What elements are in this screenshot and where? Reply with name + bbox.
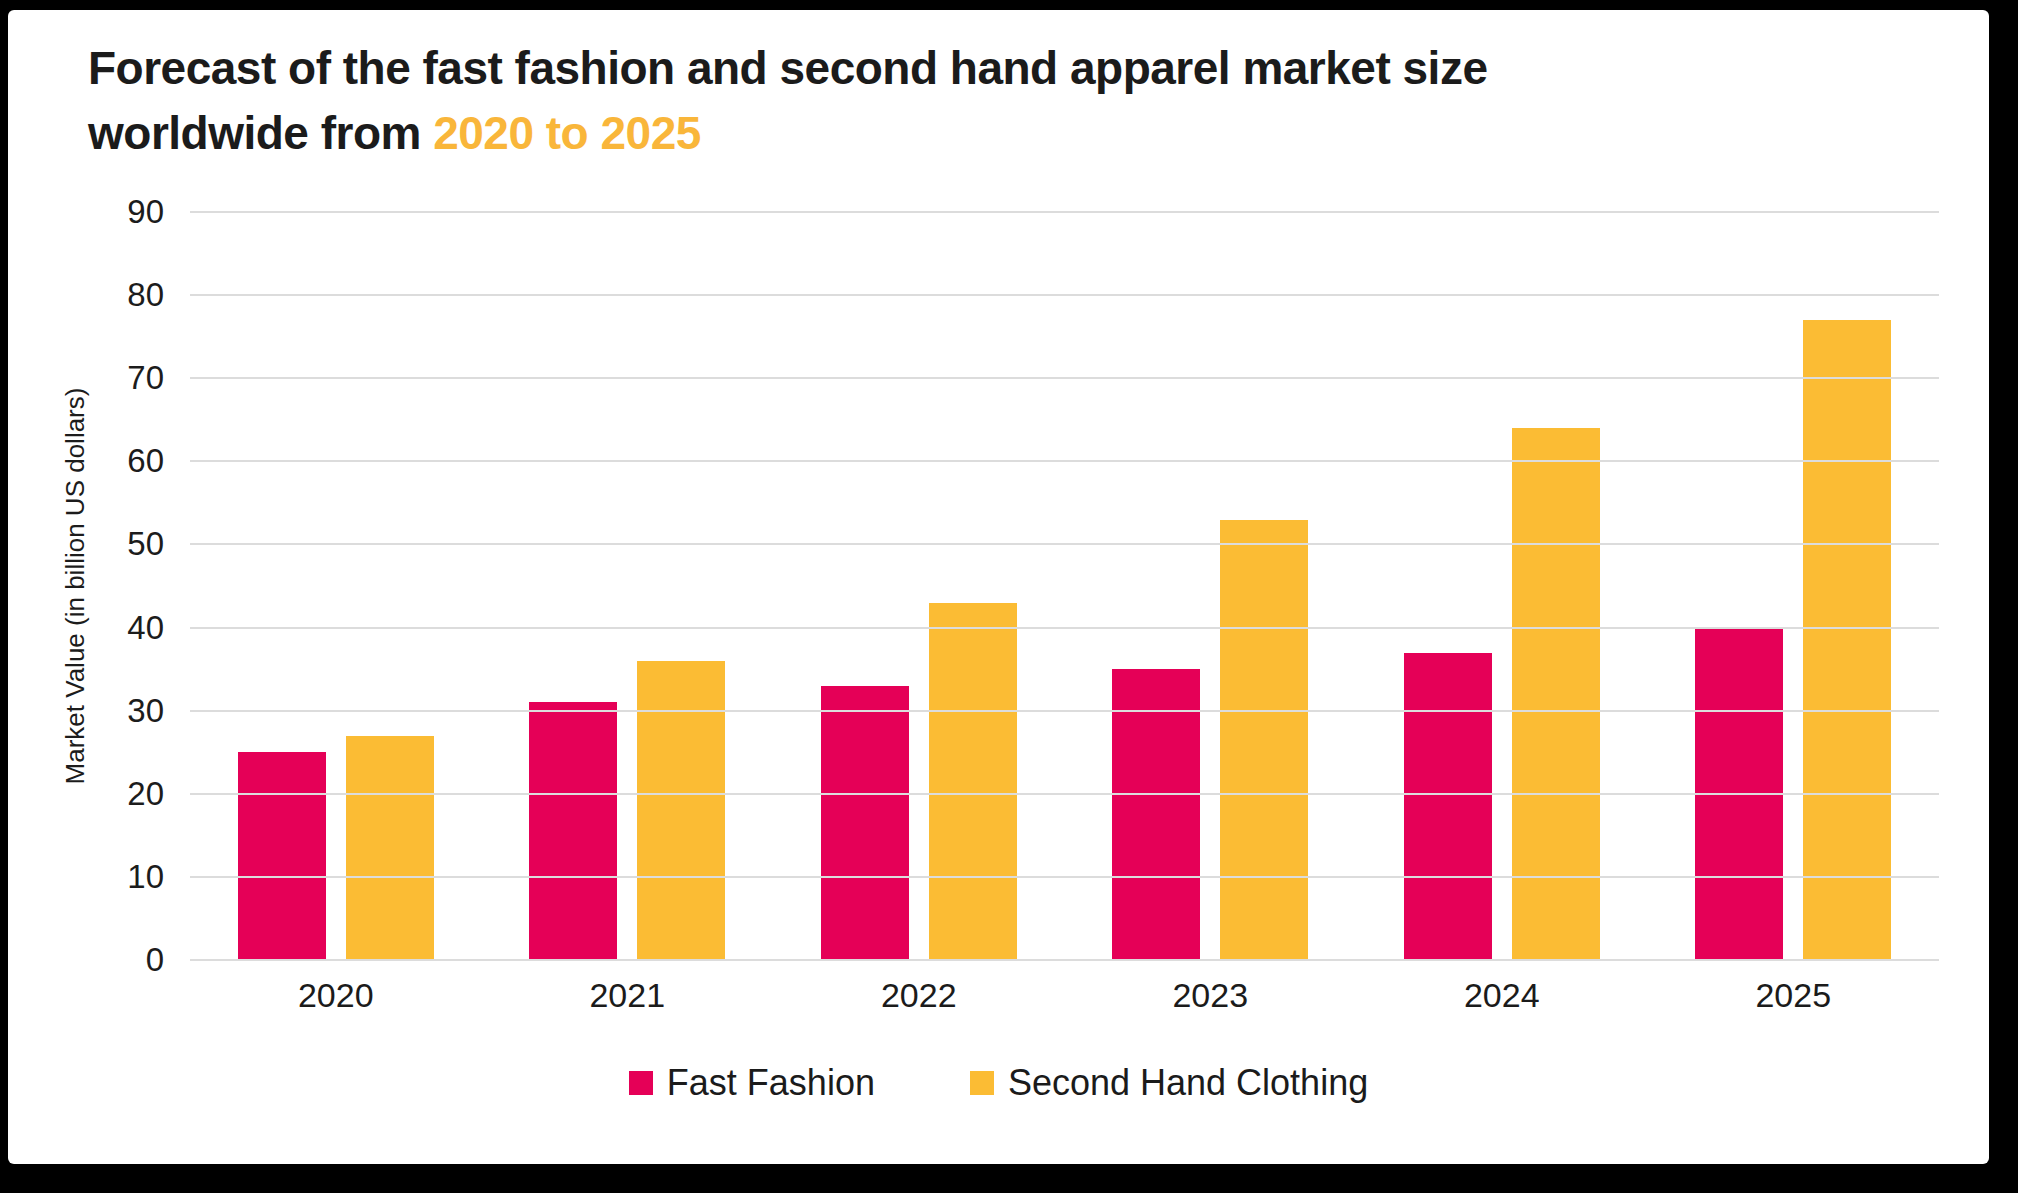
x-axis-label-2023: 2023 (1065, 976, 1357, 1015)
bar-second-hand-clothing-2023 (1220, 520, 1308, 960)
bar-fast-fashion-2022 (821, 686, 909, 960)
bar-second-hand-clothing-2020 (346, 736, 434, 960)
y-tick-label-10: 10 (127, 858, 164, 896)
gridline-80 (190, 294, 1939, 296)
bar-second-hand-clothing-2022 (929, 603, 1017, 960)
y-tick-label-60: 60 (127, 442, 164, 480)
gridline-60 (190, 460, 1939, 462)
legend: Fast Fashion Second Hand Clothing (8, 1062, 1989, 1104)
legend-swatch-second-hand-clothing (970, 1071, 994, 1095)
y-tick-label-50: 50 (127, 525, 164, 563)
x-axis-label-2021: 2021 (482, 976, 774, 1015)
bar-group-2024 (1356, 212, 1648, 960)
legend-item-second-hand-clothing: Second Hand Clothing (970, 1062, 1368, 1104)
bar-group-2025 (1648, 212, 1940, 960)
gridline-0 (190, 959, 1939, 961)
y-axis-title: Market Value (in billion US dollars) (60, 388, 91, 785)
bar-second-hand-clothing-2024 (1512, 428, 1600, 960)
plot-area: 202020212022202320242025 010203040506070… (190, 212, 1939, 960)
chart-card: Forecast of the fast fashion and second … (8, 10, 1989, 1164)
gridline-20 (190, 793, 1939, 795)
x-axis-label-2022: 2022 (773, 976, 1065, 1015)
gridline-70 (190, 377, 1939, 379)
bars-container (190, 212, 1939, 960)
bar-second-hand-clothing-2025 (1803, 320, 1891, 960)
chart-title-line2-prefix: worldwide from (88, 107, 433, 159)
x-axis-label-2020: 2020 (190, 976, 482, 1015)
gridline-90 (190, 211, 1939, 213)
gridline-30 (190, 710, 1939, 712)
legend-swatch-fast-fashion (629, 1071, 653, 1095)
bar-group-2021 (482, 212, 774, 960)
gridline-50 (190, 543, 1939, 545)
bar-fast-fashion-2021 (529, 702, 617, 960)
bar-group-2022 (773, 212, 1065, 960)
x-axis-labels: 202020212022202320242025 (190, 976, 1939, 1015)
bar-group-2020 (190, 212, 482, 960)
bar-group-2023 (1065, 212, 1357, 960)
chart-title: Forecast of the fast fashion and second … (88, 36, 1487, 167)
y-tick-label-80: 80 (127, 276, 164, 314)
legend-item-fast-fashion: Fast Fashion (629, 1062, 875, 1104)
bar-fast-fashion-2020 (238, 752, 326, 960)
chart-title-accent: 2020 to 2025 (433, 107, 701, 159)
legend-label-fast-fashion: Fast Fashion (667, 1062, 875, 1104)
bar-fast-fashion-2023 (1112, 669, 1200, 960)
chart-figure: Forecast of the fast fashion and second … (0, 0, 2018, 1193)
y-tick-label-30: 30 (127, 692, 164, 730)
y-tick-label-40: 40 (127, 609, 164, 647)
gridline-10 (190, 876, 1939, 878)
gridline-40 (190, 627, 1939, 629)
x-axis-label-2025: 2025 (1648, 976, 1940, 1015)
y-tick-label-90: 90 (127, 193, 164, 231)
legend-label-second-hand-clothing: Second Hand Clothing (1008, 1062, 1368, 1104)
x-axis-label-2024: 2024 (1356, 976, 1648, 1015)
y-tick-label-0: 0 (146, 941, 164, 979)
y-tick-label-20: 20 (127, 775, 164, 813)
y-tick-label-70: 70 (127, 359, 164, 397)
bar-second-hand-clothing-2021 (637, 661, 725, 960)
chart-title-line1: Forecast of the fast fashion and second … (88, 42, 1487, 94)
bar-fast-fashion-2024 (1404, 653, 1492, 961)
